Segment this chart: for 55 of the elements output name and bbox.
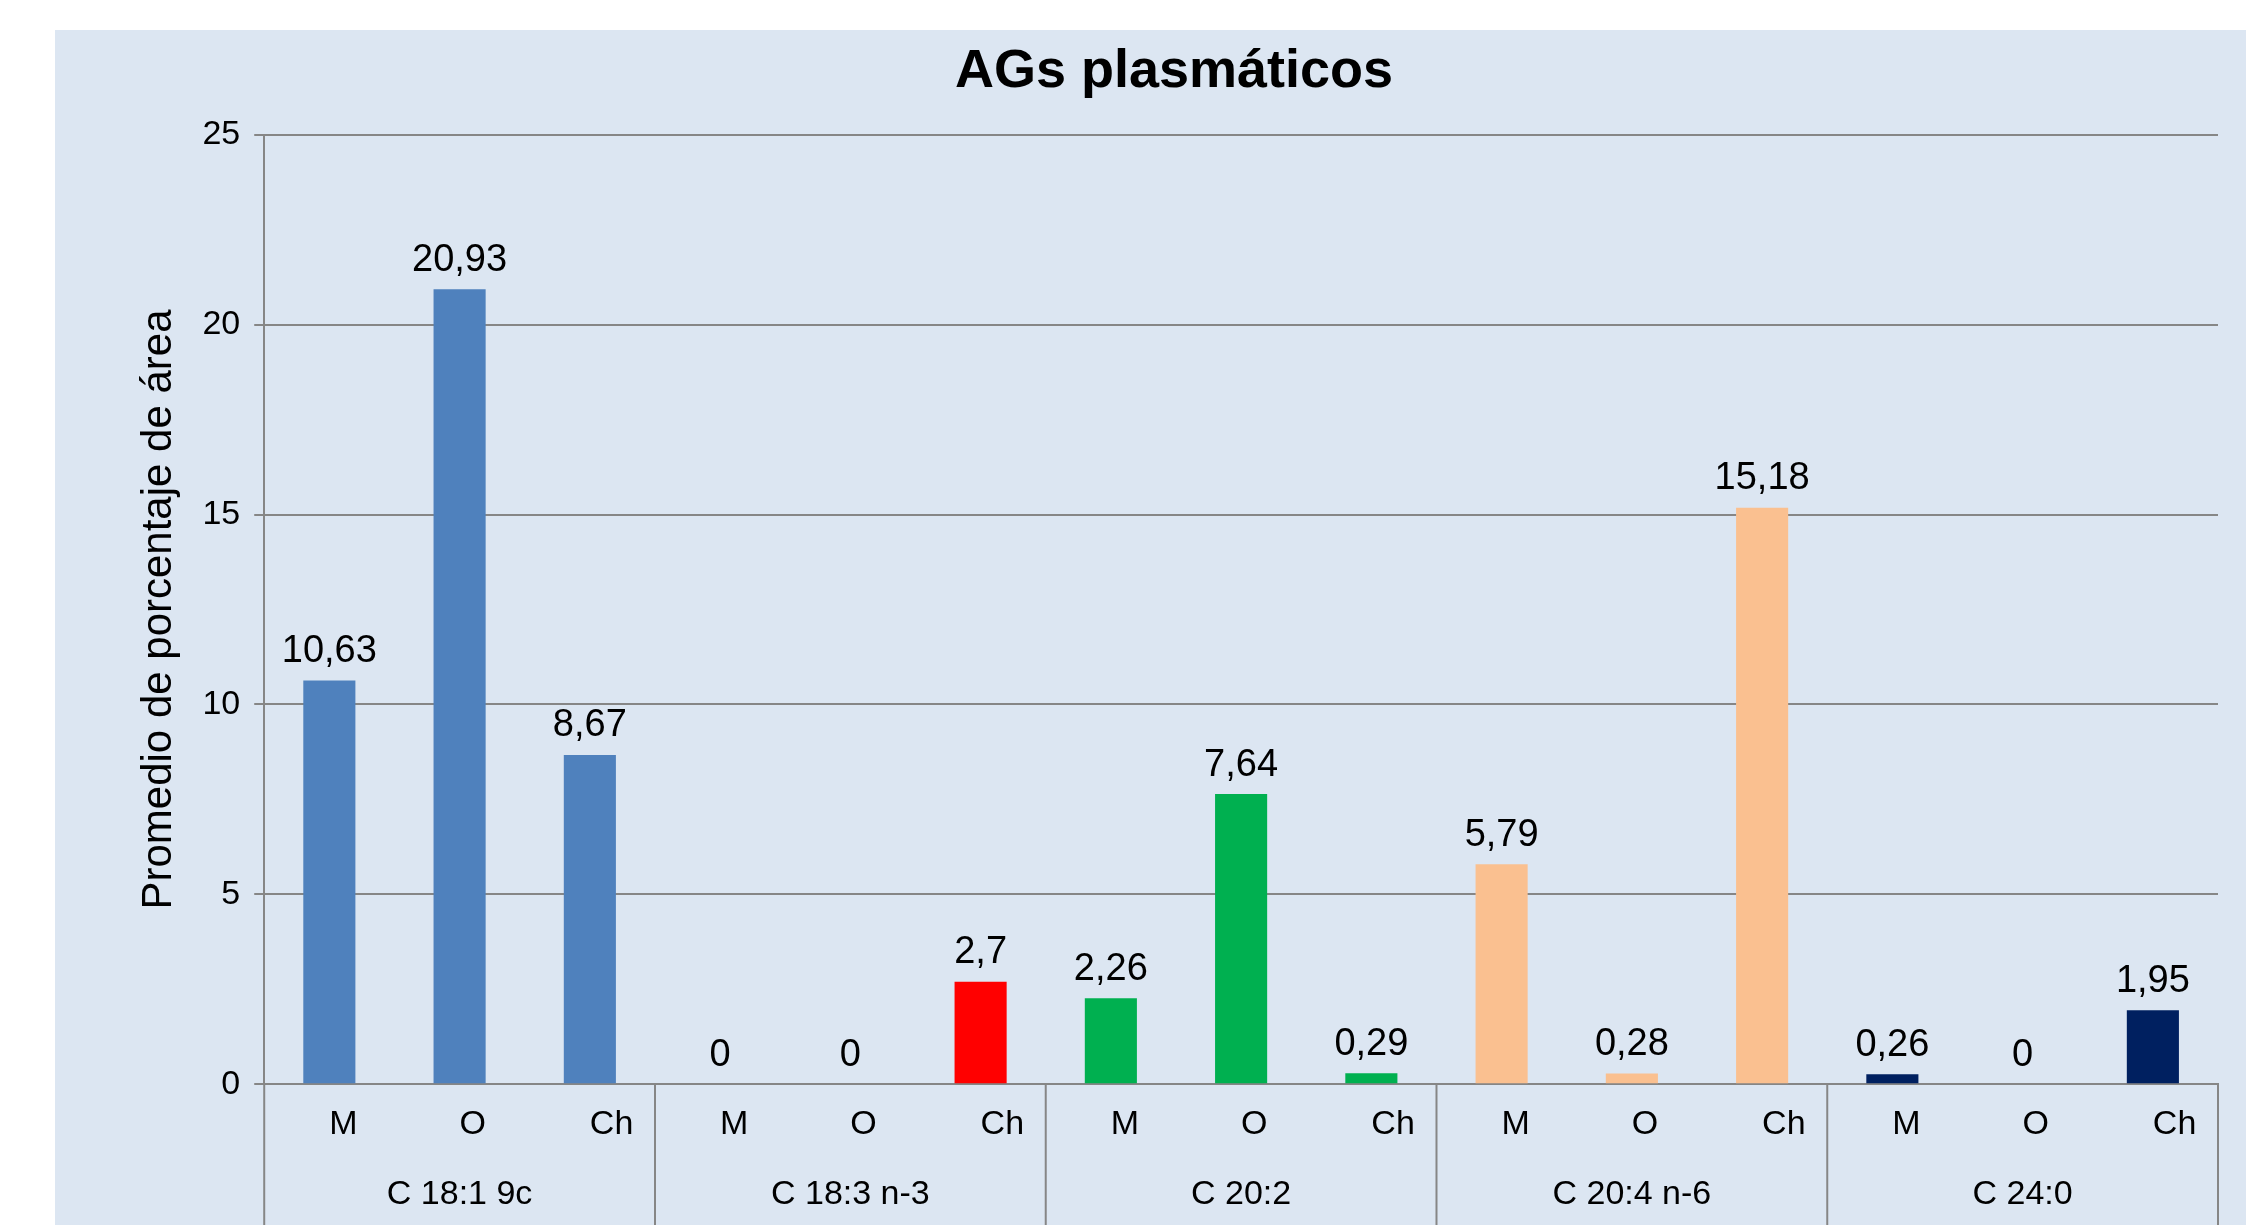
bar — [2126, 1010, 2179, 1084]
y-axis-title: Promedio de porcentaje de área — [132, 308, 180, 910]
data-label: 0 — [709, 1031, 731, 1074]
data-label: 5,79 — [1464, 811, 1539, 854]
y-tick-label: 10 — [202, 682, 241, 721]
text: C 18:1 9c — [386, 1173, 533, 1212]
data-label: 2,7 — [954, 929, 1008, 972]
y-tick-label: 25 — [202, 113, 241, 152]
text: C 20:2 — [1191, 1173, 1292, 1212]
bar — [1736, 507, 1789, 1084]
bar — [563, 754, 616, 1084]
data-label: 0 — [839, 1031, 861, 1074]
bar — [954, 981, 1007, 1084]
data-label: 0,29 — [1334, 1020, 1409, 1063]
x-tick-label: Ch — [2152, 1102, 2197, 1141]
data-label: 0 — [2012, 1031, 2034, 1074]
data-label: 10,63 — [281, 628, 377, 670]
x-tick-label: M — [1501, 1102, 1530, 1141]
text: C 20:4 n-6 — [1552, 1173, 1712, 1212]
x-tick-label: M — [329, 1102, 358, 1141]
bar — [1866, 1074, 1919, 1084]
bar — [1605, 1073, 1658, 1084]
y-tick-label: 15 — [202, 492, 241, 531]
y-tick-label: 5 — [221, 872, 241, 911]
bar — [303, 680, 356, 1084]
data-label: 0,28 — [1594, 1021, 1669, 1064]
bar — [433, 289, 486, 1084]
data-label: 20,93 — [412, 236, 508, 279]
x-tick-label: O — [850, 1102, 877, 1141]
x-tick-label: M — [720, 1102, 749, 1141]
x-tick-label: O — [2022, 1102, 2050, 1141]
data-label: 15,18 — [1714, 455, 1810, 498]
x-tick-label: Ch — [589, 1102, 634, 1141]
x-tick-label: M — [1110, 1102, 1140, 1141]
x-tick-label: O — [1631, 1102, 1659, 1141]
data-label: 0,26 — [1855, 1021, 1930, 1064]
text: C 18:3 n-3 — [770, 1173, 930, 1212]
data-label: 7,64 — [1204, 741, 1279, 784]
bar — [1215, 794, 1268, 1084]
data-label: 1,95 — [2115, 957, 2190, 1000]
data-label: 8,67 — [552, 702, 627, 745]
y-tick-label: 0 — [221, 1062, 241, 1101]
x-tick-label: Ch — [1762, 1102, 1806, 1141]
bar — [1345, 1073, 1398, 1084]
x-tick-label: O — [1241, 1102, 1268, 1141]
bar — [1084, 998, 1137, 1084]
chart-title: AGs plasmáticos — [954, 38, 1394, 99]
x-tick-label: Ch — [1371, 1102, 1415, 1141]
x-tick-label: O — [459, 1102, 487, 1141]
x-tick-label: Ch — [980, 1102, 1025, 1141]
data-label: 2,26 — [1073, 945, 1148, 988]
text: C 24:0 — [1972, 1173, 2073, 1212]
y-tick-label: 20 — [202, 303, 241, 342]
bar — [1475, 864, 1528, 1084]
x-tick-label: M — [1892, 1102, 1921, 1141]
